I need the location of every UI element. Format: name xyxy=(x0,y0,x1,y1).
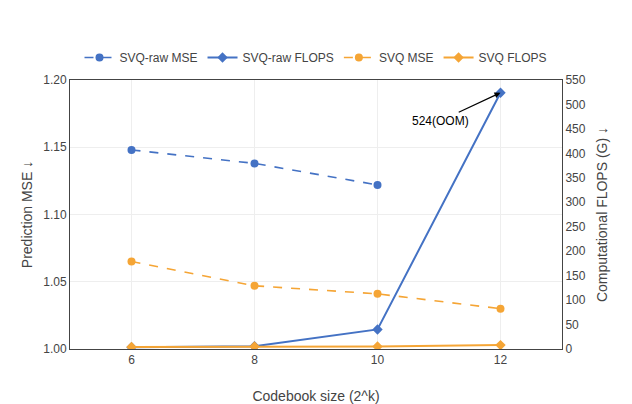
svg-text:200: 200 xyxy=(565,244,585,258)
svg-text:6: 6 xyxy=(128,353,135,367)
svg-text:Prediction MSE ↓: Prediction MSE ↓ xyxy=(19,161,35,268)
svg-text:524(OOM): 524(OOM) xyxy=(412,114,469,128)
svg-text:8: 8 xyxy=(251,353,258,367)
svg-text:SVQ FLOPS: SVQ FLOPS xyxy=(479,51,547,65)
svg-text:50: 50 xyxy=(565,318,579,332)
svg-text:400: 400 xyxy=(565,147,585,161)
svg-text:SVQ MSE: SVQ MSE xyxy=(379,51,434,65)
svg-text:350: 350 xyxy=(565,171,585,185)
svg-text:10: 10 xyxy=(371,353,385,367)
svg-text:Computational FLOPS (G) ↓: Computational FLOPS (G) ↓ xyxy=(594,127,610,302)
svg-text:SVQ-raw MSE: SVQ-raw MSE xyxy=(120,51,198,65)
svg-text:12: 12 xyxy=(494,353,508,367)
svg-text:250: 250 xyxy=(565,220,585,234)
svg-text:0: 0 xyxy=(565,342,572,356)
svg-text:300: 300 xyxy=(565,195,585,209)
svg-text:Codebook size (2^k): Codebook size (2^k) xyxy=(252,388,379,404)
svg-text:550: 550 xyxy=(565,73,585,87)
svg-text:1.05: 1.05 xyxy=(43,275,67,289)
svg-text:1.20: 1.20 xyxy=(43,73,67,87)
svg-text:450: 450 xyxy=(565,122,585,136)
svg-text:1.15: 1.15 xyxy=(43,140,67,154)
svg-text:500: 500 xyxy=(565,98,585,112)
svg-text:SVQ-raw FLOPS: SVQ-raw FLOPS xyxy=(243,51,334,65)
svg-text:1.00: 1.00 xyxy=(43,342,67,356)
svg-text:1.10: 1.10 xyxy=(43,208,67,222)
svg-text:100: 100 xyxy=(565,293,585,307)
svg-text:150: 150 xyxy=(565,269,585,283)
